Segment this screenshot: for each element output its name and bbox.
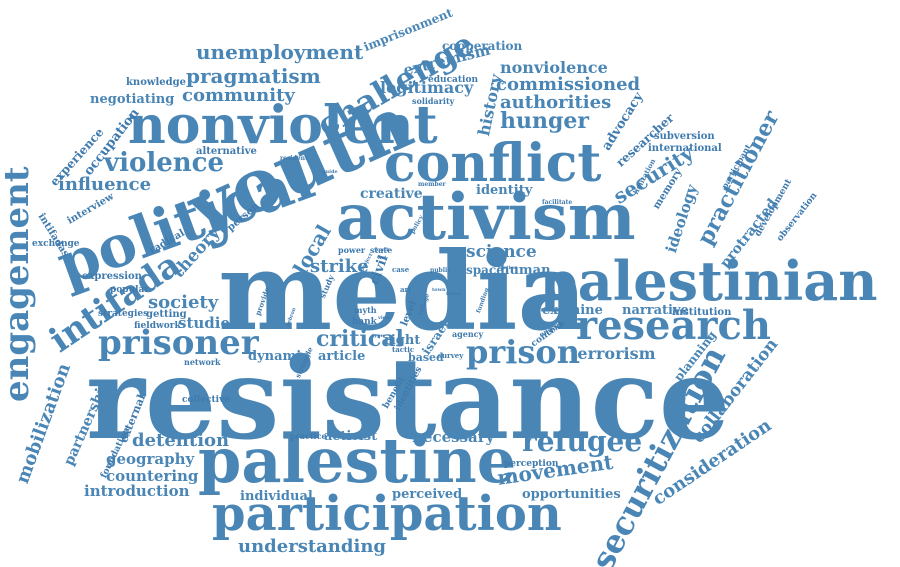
word-collective: collective [182,395,231,405]
word-terrorism: terrorism [570,344,656,363]
word-network: network [184,357,221,367]
word-practice: practice [290,431,327,441]
word-resident: resident [280,155,308,162]
word-countering: countering [106,467,199,485]
word-palestine: palestine [198,424,517,497]
word-knowledge: knowledge [126,77,186,88]
word-dynamic: dynamic [248,349,310,364]
word-agency: agency [452,329,484,339]
word-human: human [500,263,551,278]
word-tactic: tactic [392,345,415,354]
word-institution: institution [672,307,732,318]
word-myth: myth [354,305,377,315]
word-act: act [378,255,387,261]
word-influence: influence [58,174,152,195]
word-unemployment: unemployment [196,40,364,64]
word-media: media [218,229,588,355]
word-bank: bank [352,317,377,327]
word-state: state [370,245,393,255]
word-faction: faction [498,265,518,271]
word-refugee: refugee [522,425,643,458]
word-geography: geography [106,450,195,468]
word-international: international [648,143,722,154]
word-negotiating: negotiating [90,92,175,107]
word-public: public [430,267,451,274]
word-introduction: introduction [84,482,190,500]
word-subversion: subversion [654,131,715,142]
word-based: based [408,351,444,364]
word-commissioned: commissioned [496,74,641,95]
word-conflict: conflict [384,133,602,194]
word-view: view [378,315,391,321]
word-pragmatism: pragmatism [186,64,321,88]
word-power: power [338,245,366,255]
word-cooperation: cooperation [442,39,523,53]
word-participation: participation [212,486,562,542]
word-activism: activism [336,180,636,255]
word-perception: perception [504,459,559,469]
word-resistance: resistance [86,334,731,465]
word-activist: activist [324,429,378,444]
word-individual: individual [240,489,313,504]
word-community: community [182,85,295,106]
word-right: right [384,333,421,348]
word-space: space [466,263,504,277]
word-solidarity: solidarity [412,96,455,106]
word-art: art [400,285,412,294]
word-popular: popular [110,285,150,295]
word-palestinian: palestinian [540,249,878,313]
word-focus: focus [446,291,461,297]
word-education: education [428,75,478,85]
word-creative: creative [360,186,423,202]
word-legitimacy: legitimacy [380,78,474,97]
word-studies: studies [178,314,239,332]
word-alternative: alternative [196,146,257,157]
word-hunger: hunger [500,108,589,134]
word-understanding: understanding [238,536,386,557]
word-prison: prison [466,333,581,371]
word-identity: identity [476,183,533,198]
word-detention: detention [132,430,230,451]
word-opportunities: opportunities [522,487,621,502]
word-nonviolent: nonviolent [128,95,438,156]
word-necessary: necessary [412,428,495,446]
word-narrative: narrative [622,303,689,318]
word-research: research [576,302,771,349]
word-violence: violence [104,148,225,178]
word-practitioner: practitioner [692,106,785,250]
word-town: town [432,287,446,293]
word-fieldwork: fieldwork [134,321,181,331]
word-getting: getting [146,309,187,320]
word-nonviolence: nonviolence [500,58,608,77]
word-facilitate: facilitate [542,199,573,206]
word-youth-small: youth [374,247,390,253]
word-prisoner: prisoner [98,323,259,363]
word-type: type [372,333,384,339]
word-guide: guide [322,169,338,175]
word-member: member [418,181,446,188]
word-article: article [318,349,366,364]
word-case: case [392,265,410,274]
word-engagement: engagement [0,166,37,402]
word-authorities: authorities [500,92,612,113]
word-examine: examine [542,303,603,318]
word-perceived: perceived [392,487,463,502]
word-survey: survey [438,351,464,360]
word-strike: strike [310,256,369,277]
word-critical: critical [316,326,404,352]
word-expression: expression [82,271,142,282]
word-strategies: strategies [98,309,149,319]
word-science: science [466,242,537,262]
word-exchange: exchange [32,239,80,249]
word-society: society [148,292,219,313]
